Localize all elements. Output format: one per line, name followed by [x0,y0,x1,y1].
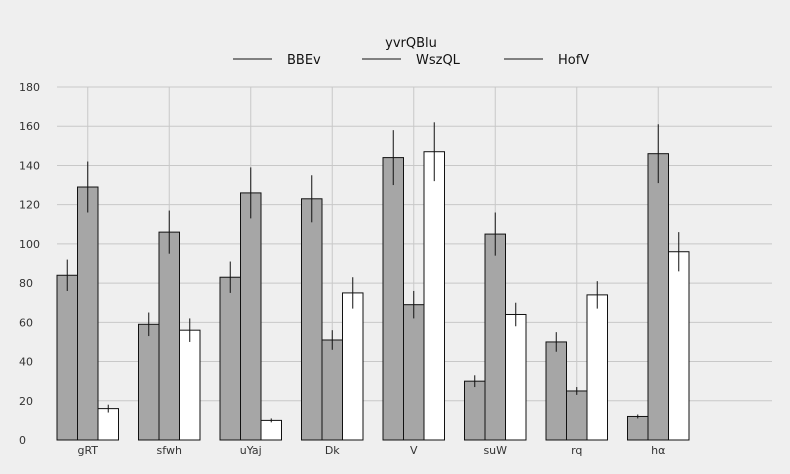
bar [668,251,690,441]
bar [484,233,506,441]
bar [647,153,669,441]
x-tick-label: V [410,444,418,457]
bar [382,157,404,441]
bar [586,294,608,441]
bar [423,151,445,441]
bar [403,304,425,441]
bar [545,341,567,441]
bar [179,329,201,441]
bar [138,323,160,441]
legend-title: yvrQBlu [385,36,437,51]
y-tick-label: 80 [19,277,33,290]
bar [505,313,527,441]
y-tick-label: 0 [19,434,26,447]
x-tick-label: suW [483,444,507,457]
bar [566,390,588,441]
bars [56,122,690,441]
bar [158,231,180,441]
bar [301,198,323,441]
bar [464,380,486,441]
legend-label-hofv: HofV [558,53,589,68]
y-tick-label: 160 [19,120,40,133]
legend-label-wszql: WszQL [416,53,461,68]
bar [260,419,282,441]
x-tick-label: hα [651,444,665,457]
bar [97,408,119,441]
legend-label-bbev: BBEv [287,53,321,68]
y-tick-label: 20 [19,395,33,408]
bar [77,186,99,441]
x-tick-label: Dk [325,444,340,457]
bar [219,276,241,441]
y-tick-label: 60 [19,316,33,329]
bar [321,339,343,441]
x-tick-label: uYaj [240,444,262,457]
bar [56,274,78,441]
y-tick-label: 180 [19,81,40,94]
y-tick-label: 40 [19,356,33,369]
y-tick-label: 140 [19,159,40,172]
x-tick-label: gRT [77,444,98,457]
bar [240,192,262,441]
y-tick-label: 120 [19,199,40,212]
x-tick-label: sfwh [157,444,182,457]
legend: yvrQBlu BBEv WszQL HofV [233,36,589,68]
x-tick-label: rq [571,444,582,457]
bar [627,415,649,441]
y-axis-ticks: 0 20 40 60 80 100 120 140 160 180 [19,81,40,447]
y-tick-label: 100 [19,238,40,251]
bar [342,292,364,441]
